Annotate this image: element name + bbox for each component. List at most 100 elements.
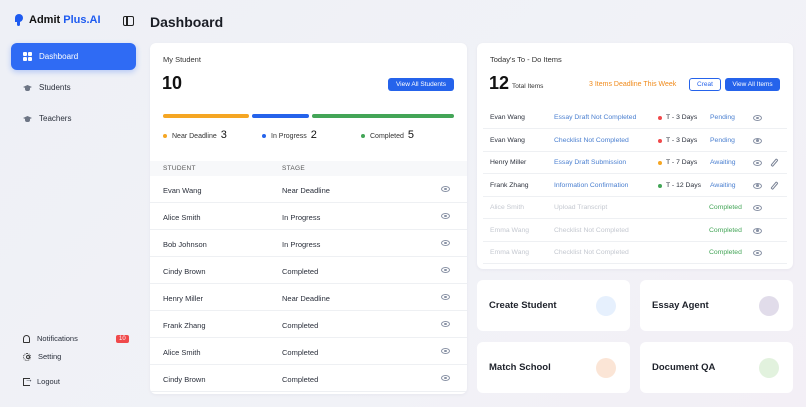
eye-icon[interactable] <box>753 227 762 234</box>
todo-task-link[interactable]: Checklist Not Completed <box>554 249 629 256</box>
todo-student: Emma Wang <box>490 226 530 234</box>
todo-item[interactable]: Emma Wang Checklist Not Completed Complete… <box>483 220 787 242</box>
todo-status: Completed <box>709 226 742 234</box>
action-label: Essay Agent <box>652 300 709 311</box>
sidebar-item-label: Logout <box>37 377 60 386</box>
todo-status: Completed <box>709 249 742 256</box>
legend-dot <box>262 134 266 138</box>
student-name: Alice Smith <box>163 348 201 357</box>
page-title: Dashboard <box>150 14 224 30</box>
eye-icon[interactable] <box>441 321 450 327</box>
sidebar-item-setting[interactable]: Setting <box>23 352 61 361</box>
eye-icon[interactable] <box>753 160 762 166</box>
eye-icon[interactable] <box>441 348 450 354</box>
decorative-circle <box>596 358 616 378</box>
table-row[interactable]: Alice Smith Completed <box>150 338 467 365</box>
todo-item[interactable]: Evan Wang Checklist Not Completed T - 3 Da… <box>483 130 787 152</box>
sidebar: Admit Plus.AI Dashboard Students Teacher… <box>0 0 143 407</box>
view-all-items-button[interactable]: View All Items <box>725 78 780 91</box>
legend-count: 5 <box>407 129 414 141</box>
table-row[interactable]: Alice Smith In Progress <box>150 203 467 230</box>
todo-item[interactable]: Evan Wang Essay Draft Not Completed T - 3 … <box>483 107 787 129</box>
todo-status: Awaiting <box>710 181 736 189</box>
legend-completed: Completed 5 <box>361 129 414 141</box>
progress-near-deadline <box>163 114 249 118</box>
due-dot <box>658 116 662 120</box>
match-school-card[interactable]: Match School <box>477 342 630 393</box>
todo-task-link[interactable]: Essay Draft Submission <box>554 159 627 166</box>
sidebar-item-label: Notifications <box>37 334 78 343</box>
table-row[interactable]: Henry Miller Near Deadline <box>150 284 467 311</box>
view-all-students-button[interactable]: View All Students <box>388 78 454 91</box>
my-student-card: My Student 10 View All Students Near Dea… <box>150 43 467 394</box>
todo-item[interactable]: Emma Wang Checklist Not Completed Complete… <box>483 242 787 264</box>
eye-icon[interactable] <box>753 250 762 256</box>
table-row[interactable]: Frank Zhang Completed <box>150 311 467 338</box>
todo-total: 12 <box>489 73 510 93</box>
todo-status: Pending <box>710 136 735 144</box>
student-name: Frank Zhang <box>163 321 206 330</box>
eye-icon[interactable] <box>441 375 450 381</box>
student-stage: Near Deadline <box>282 186 330 195</box>
sidebar-item-notifications[interactable]: Notifications <box>23 334 78 343</box>
sidebar-item-dashboard[interactable]: Dashboard <box>11 43 136 70</box>
due-dot <box>658 183 662 188</box>
legend-label: Completed <box>370 133 404 140</box>
legend-in-progress: In Progress 2 <box>262 129 317 141</box>
todo-status: Awaiting <box>710 159 736 166</box>
sidebar-item-label: Students <box>39 83 71 92</box>
eye-icon[interactable] <box>753 182 762 189</box>
table-row[interactable]: Evan Wang Near Deadline <box>150 176 467 203</box>
column-header-student: STUDENT <box>163 165 196 172</box>
todo-card: Today's To - Do Items 12 Total Items 3 I… <box>477 43 793 269</box>
todo-item[interactable]: Frank Zhang Information Confirmation T - 1… <box>483 175 787 197</box>
todo-student: Alice Smith <box>490 204 524 211</box>
eye-icon[interactable] <box>753 137 762 144</box>
table-row[interactable]: Cindy Brown Completed <box>150 365 467 392</box>
decorative-circle <box>759 296 779 316</box>
graduation-cap-icon <box>23 83 32 92</box>
progress-in-progress <box>251 114 309 118</box>
eye-icon[interactable] <box>441 240 450 246</box>
todo-task-link[interactable]: Checklist Not Completed <box>554 136 629 144</box>
student-stage: In Progress <box>282 240 321 249</box>
todo-task-link[interactable]: Essay Draft Not Completed <box>554 114 637 121</box>
eye-icon[interactable] <box>441 213 450 219</box>
student-name: Bob Johnson <box>163 240 207 249</box>
todo-task-link[interactable]: Checklist Not Completed <box>554 226 629 234</box>
sidebar-item-teachers[interactable]: Teachers <box>11 105 136 132</box>
todo-due: T - 3 Days <box>666 136 698 144</box>
essay-agent-card[interactable]: Essay Agent <box>640 280 793 331</box>
todo-item[interactable]: Henry Miller Essay Draft Submission T - 7 … <box>483 152 787 174</box>
todo-due: T - 12 Days <box>666 181 702 189</box>
create-student-card[interactable]: Create Student <box>477 280 630 331</box>
student-name: Henry Miller <box>163 294 204 303</box>
brand-logo[interactable]: Admit Plus.AI <box>14 14 101 26</box>
table-row[interactable]: Bob Johnson In Progress <box>150 230 467 257</box>
card-title: Today's To - Do Items <box>490 55 562 64</box>
todo-task-link[interactable]: Information Confirmation <box>554 181 629 189</box>
graduation-cap-icon <box>23 114 32 123</box>
sidebar-toggle-icon[interactable] <box>123 16 134 26</box>
edit-icon[interactable] <box>770 158 779 167</box>
eye-icon[interactable] <box>441 267 450 273</box>
todo-student: Henry Miller <box>490 159 527 166</box>
eye-icon[interactable] <box>441 186 450 192</box>
legend-dot <box>361 134 365 138</box>
eye-icon[interactable] <box>753 115 762 121</box>
student-stage: In Progress <box>282 213 321 222</box>
sidebar-item-logout[interactable]: Logout <box>23 375 60 386</box>
table-row[interactable]: Cindy Brown Completed <box>150 257 467 284</box>
eye-icon[interactable] <box>441 294 450 300</box>
column-header-stage: STAGE <box>282 165 306 172</box>
eye-icon[interactable] <box>753 205 762 211</box>
decorative-circle <box>596 296 616 316</box>
create-item-button[interactable]: Creat <box>689 78 721 91</box>
todo-task-link[interactable]: Upload Transcript <box>554 204 608 211</box>
document-qa-card[interactable]: Document QA <box>640 342 793 393</box>
todo-item[interactable]: Alice Smith Upload Transcript Completed <box>483 197 787 219</box>
sidebar-item-students[interactable]: Students <box>11 74 136 101</box>
legend-count: 2 <box>310 129 317 141</box>
edit-icon[interactable] <box>770 180 779 190</box>
todo-student: Evan Wang <box>490 136 525 144</box>
